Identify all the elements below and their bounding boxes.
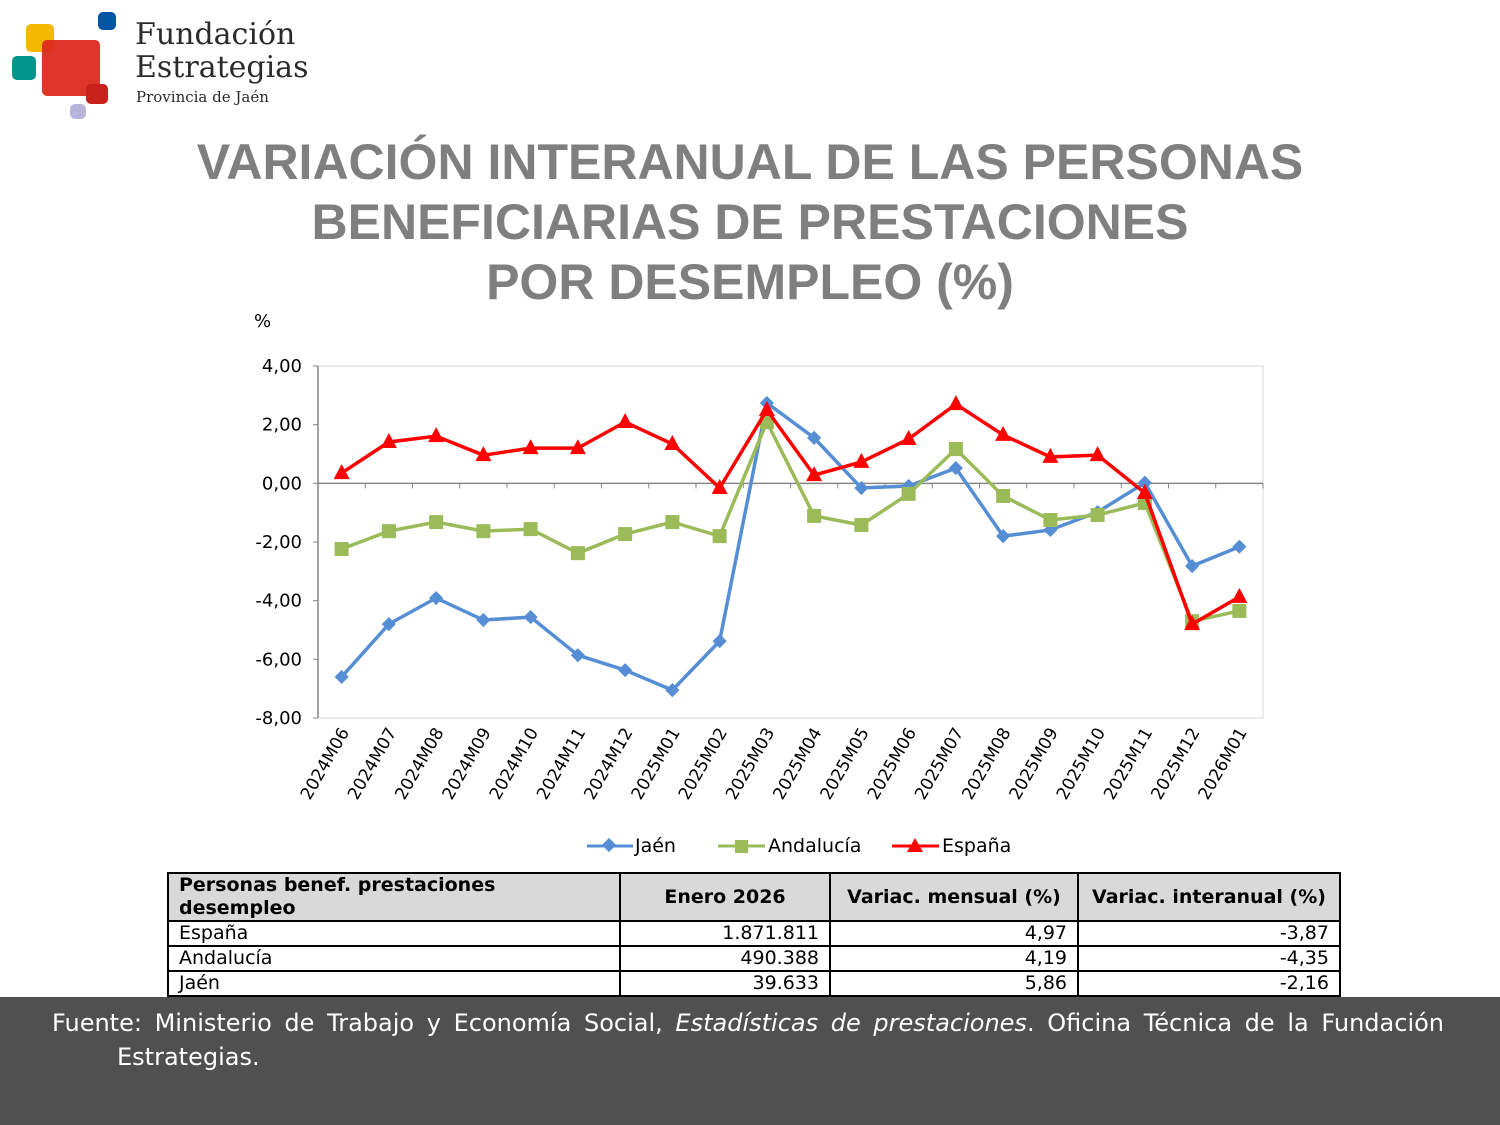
jaen-legend-icon [587, 837, 633, 853]
legend-item-espana: España [892, 835, 1011, 857]
jaen-point [618, 663, 633, 678]
y-axis-label: % [254, 311, 272, 332]
andalucia-point [1090, 508, 1105, 523]
espana-point [1042, 447, 1059, 463]
espana-point [1184, 615, 1201, 631]
espana-point [806, 466, 823, 482]
jaen-point [334, 669, 349, 685]
y-tick-label: -2,00 [255, 532, 302, 553]
andalucia-point [429, 515, 444, 530]
espana-point [853, 452, 870, 468]
andalucia-point [854, 517, 869, 532]
andalucia-point [901, 486, 916, 501]
espana-point [758, 401, 775, 416]
jaen-line [340, 399, 1241, 693]
andalucia-point [570, 546, 585, 561]
jaen-point [712, 634, 727, 649]
table-row: España 1.871.811 4,97 -3,87 [167, 920, 1341, 947]
andalucia-point [807, 508, 822, 523]
andalucia-point [1043, 513, 1058, 527]
jaen-point [807, 430, 822, 445]
jaen-point [1137, 475, 1152, 490]
logo-text: Fundación Estrategias [135, 17, 309, 85]
andalucia-line [341, 417, 1240, 624]
table-header-row: Personas benef. prestaciones desempleo E… [167, 872, 1341, 922]
espana-point [664, 435, 681, 451]
y-tick-label: 4,00 [262, 356, 302, 377]
espana-point [333, 464, 350, 480]
jaen-point [523, 610, 538, 625]
jaen-point [381, 617, 396, 632]
espana-point [900, 430, 917, 446]
espana-point [522, 439, 539, 455]
jaen-point [429, 590, 444, 606]
espana-line [340, 402, 1241, 627]
jaen-point [996, 529, 1011, 544]
espana-point [475, 446, 492, 462]
logo: Fundación Estrategias Provincia de Jaén [0, 0, 320, 125]
andalucia-point [712, 529, 727, 544]
espana-point [569, 439, 586, 455]
andalucia-point [948, 442, 963, 457]
andalucia-point [665, 515, 680, 530]
espana-point [428, 427, 445, 443]
andalucia-point [1232, 603, 1247, 618]
legend-item-jaen: Jaén [587, 835, 676, 857]
espana-point [1089, 446, 1106, 462]
espana-legend-icon [892, 838, 939, 852]
logo-subtext: Provincia de Jaén [136, 88, 269, 106]
espana-point [947, 395, 964, 411]
jaen-point [476, 612, 491, 628]
andalucia-point [996, 488, 1011, 503]
table-row: Jaén 39.633 5,86 -2,16 [167, 970, 1341, 997]
data-table: Personas benef. prestaciones desempleo E… [167, 872, 1341, 997]
y-tick-label: -4,00 [255, 591, 302, 612]
espana-point [617, 413, 634, 429]
espana-point [380, 432, 397, 448]
jaen-point [570, 648, 585, 663]
andalucia-point [476, 524, 491, 539]
espana-point [1231, 587, 1248, 603]
andalucia-point [618, 527, 633, 542]
page-title: VARIACIÓN INTERANUAL DE LAS PERSONAS BENE… [196, 134, 1304, 310]
jaen-point [854, 480, 869, 496]
jaen-point [1185, 558, 1200, 574]
jaen-point [948, 461, 963, 476]
andalucia-point [334, 542, 349, 557]
espana-point [995, 425, 1012, 441]
line-chart: 4,002,000,00-2,00-4,00-6,00-8,002024M062… [255, 356, 1264, 803]
table-row: Andalucía 490.388 4,19 -4,35 [167, 945, 1341, 972]
jaen-point [1232, 539, 1247, 554]
andalucia-point [381, 524, 396, 539]
andalucia-point [523, 522, 538, 537]
espana-point [1136, 484, 1153, 500]
legend-item-andalucia: Andalucía [718, 835, 861, 857]
espana-point [711, 479, 728, 495]
y-tick-label: -8,00 [255, 708, 302, 729]
y-tick-label: -6,00 [255, 649, 302, 670]
y-tick-label: 2,00 [262, 415, 302, 436]
y-tick-label: 0,00 [262, 473, 302, 494]
jaen-point [665, 683, 680, 698]
andalucia-legend-icon [718, 840, 765, 853]
source-footer: Fuente: Ministerio de Trabajo y Economía… [0, 997, 1500, 1125]
